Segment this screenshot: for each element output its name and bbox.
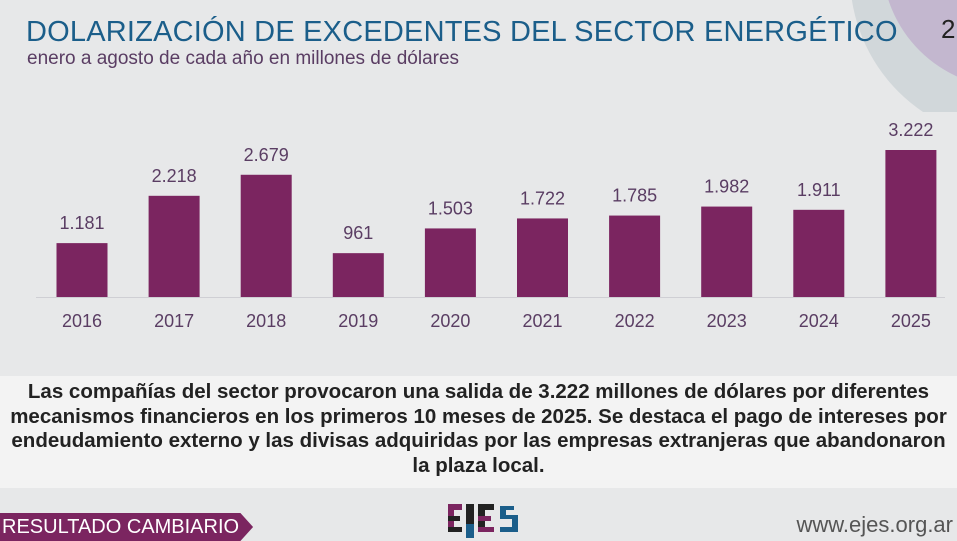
data-label: 1.181 [59,213,104,233]
bar-2023 [701,206,753,297]
bar-chart: 1.181 2016 2.218 2017 2.679 2018 961 2019 1.503 2… [36,120,945,331]
note-text: Las compañías del sector provocaron una … [10,380,947,477]
chart-title: DOLARIZACIÓN DE EXCEDENTES DEL SECTOR EN… [26,16,898,48]
x-tick-label: 2024 [799,311,839,331]
bar-2018 [240,174,292,297]
x-tick-label: 2023 [707,311,747,331]
data-label: 1.722 [520,188,565,208]
bar-2025 [885,150,937,297]
ejes-logo [448,504,518,538]
bar-2017 [148,195,200,297]
bar-2021 [517,218,568,297]
bar-2016 [56,243,108,297]
data-label: 1.503 [428,198,473,218]
x-tick-label: 2017 [154,311,194,331]
decorative-circles [851,0,957,112]
data-label: 961 [343,223,373,243]
x-tick-label: 2018 [246,311,286,331]
bar-2024 [793,209,845,297]
x-tick-label: 2025 [891,311,931,331]
data-label: 1.911 [797,180,841,200]
x-tick-label: 2020 [430,311,470,331]
x-tick-label: 2019 [338,311,378,331]
data-label: 1.982 [704,177,749,197]
section-ribbon: RESULTADO CAMBIARIO [0,513,254,541]
page-number: 2 [941,14,956,44]
bar-2022 [609,215,661,297]
decorative-circle-inner [888,0,957,77]
data-label: 1.785 [612,186,657,206]
x-tick-label: 2016 [62,311,102,331]
bar-2019 [332,253,384,297]
x-tick-label: 2022 [615,311,655,331]
data-label: 3.222 [888,120,933,140]
data-label: 2.679 [244,145,289,165]
x-tick-label: 2021 [522,311,562,331]
website-url[interactable]: www.ejes.org.ar [796,512,953,537]
note-box: Las compañías del sector provocaron una … [0,376,957,488]
chart-subtitle: enero a agosto de cada año en millones d… [27,48,460,69]
data-label: 2.218 [152,166,197,186]
bar-2020 [424,228,476,297]
